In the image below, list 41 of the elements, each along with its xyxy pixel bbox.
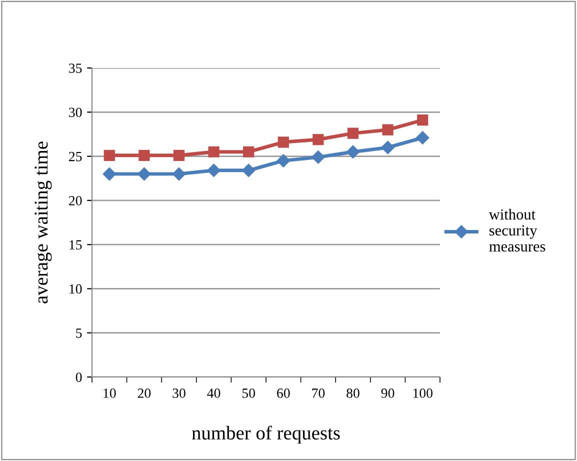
point: [347, 128, 359, 139]
y-tick-label: 35: [69, 64, 82, 73]
y-tick-label: 0: [76, 372, 82, 382]
point: [416, 131, 430, 144]
point: [138, 150, 150, 161]
x-tick-label: 10: [104, 388, 116, 398]
point: [138, 167, 151, 181]
point: [104, 150, 115, 161]
y-tick-label: 15: [70, 240, 82, 250]
x-tick-label: 100: [413, 388, 432, 398]
y-tick-label: 10: [70, 284, 82, 294]
point: [242, 164, 256, 177]
y-axis-title: average waiting time: [34, 142, 52, 304]
point: [172, 167, 186, 181]
point: [382, 124, 394, 136]
point: [312, 134, 324, 146]
point: [102, 167, 116, 181]
point: [173, 150, 185, 161]
x-tick-label: 60: [277, 388, 290, 398]
point: [346, 145, 360, 158]
point: [278, 136, 289, 148]
point: [243, 146, 254, 158]
x-tick-label: 40: [207, 388, 220, 398]
y-tick-label: 5: [76, 328, 82, 338]
point: [207, 164, 220, 177]
x-tick-label: 80: [346, 388, 360, 398]
y-tick-label: 25: [69, 152, 82, 162]
point: [417, 114, 428, 126]
x-tick-label: 20: [138, 388, 151, 398]
y-tick-label: 30: [69, 108, 82, 118]
x-tick-label: 70: [312, 388, 325, 398]
legend-label: without security measures: [488, 208, 546, 252]
y-tick-label: 20: [69, 196, 82, 206]
x-tick-label: 90: [381, 388, 394, 398]
point: [276, 154, 290, 168]
point: [381, 140, 394, 154]
x-axis-title: number of requests: [192, 426, 340, 444]
point: [208, 146, 220, 158]
x-tick-label: 50: [242, 388, 256, 398]
point: [312, 150, 325, 164]
x-tick-label: 30: [172, 388, 186, 398]
